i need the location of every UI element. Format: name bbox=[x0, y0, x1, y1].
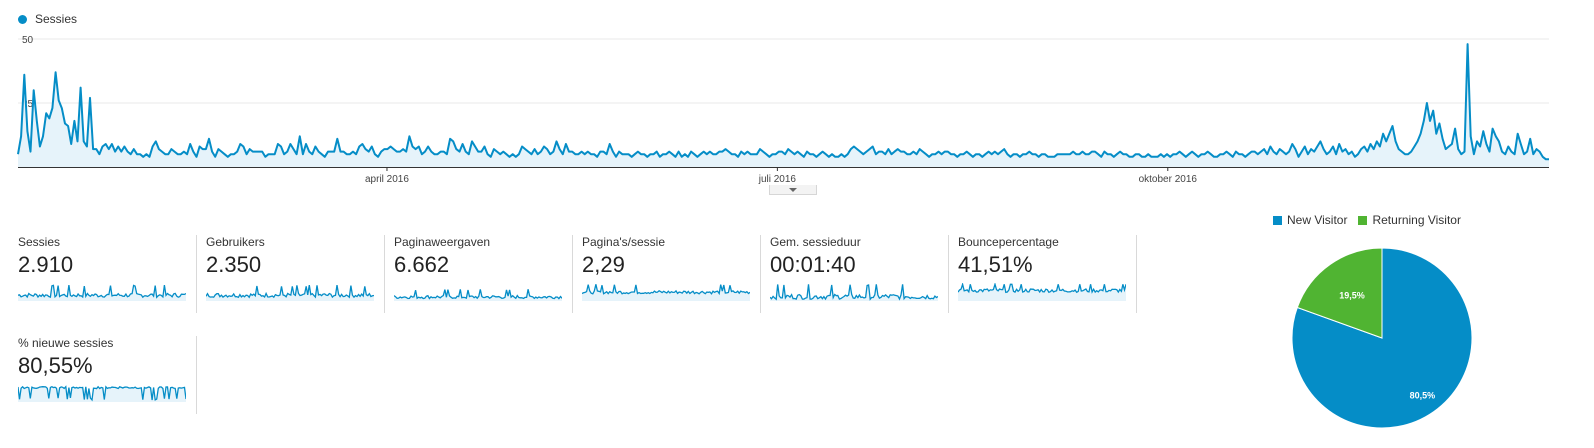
pie-label-new-visitor: 80,5% bbox=[1410, 390, 1436, 400]
metric-paginaweergaven[interactable]: Paginaweergaven 6.662 bbox=[394, 235, 573, 313]
y-tick-label: 50 bbox=[22, 35, 34, 46]
chart-legend: Sessies bbox=[18, 11, 77, 27]
metric-value: 6.662 bbox=[394, 252, 450, 277]
series-line-sessies[interactable] bbox=[17, 43, 1549, 161]
x-tick-label: juli 2016 bbox=[758, 174, 797, 185]
sparkline-line bbox=[18, 385, 186, 402]
metric-value: 00:01:40 bbox=[770, 252, 856, 277]
metric-sparkline bbox=[18, 284, 186, 301]
metric-sessies[interactable]: Sessies 2.910 bbox=[18, 235, 197, 313]
sparkline-area bbox=[770, 284, 938, 301]
legend-label: Returning Visitor bbox=[1372, 213, 1461, 227]
metric-label: % nieuwe sessies bbox=[18, 336, 114, 350]
metric-gem-sessieduur[interactable]: Gem. sessieduur 00:01:40 bbox=[770, 235, 949, 313]
x-tick-label: oktober 2016 bbox=[1139, 174, 1198, 185]
metric-bouncepercentage[interactable]: Bouncepercentage 41,51% bbox=[958, 235, 1137, 313]
sparkline-line bbox=[770, 284, 938, 301]
chart-collapse-button[interactable] bbox=[769, 185, 817, 195]
series-area bbox=[18, 44, 1549, 167]
legend-label: New Visitor bbox=[1287, 213, 1348, 227]
pie-legend-item-returning-visitor[interactable]: Returning Visitor bbox=[1358, 213, 1461, 227]
sparkline-line bbox=[394, 289, 562, 300]
metric-value: 80,55% bbox=[18, 353, 93, 378]
metric-label: Gebruikers bbox=[206, 235, 265, 249]
sparkline-area bbox=[958, 284, 1126, 301]
sessions-line-chart[interactable]: 50 25 april 2016 juli 2016 oktober 2016 bbox=[0, 28, 1594, 186]
sparkline-area bbox=[18, 386, 186, 402]
metric-sparkline bbox=[582, 284, 750, 301]
legend-dot bbox=[18, 14, 27, 24]
metric-label: Sessies bbox=[18, 235, 61, 249]
pie-legend-item-new-visitor[interactable]: New Visitor bbox=[1273, 213, 1347, 227]
sparkline-area bbox=[394, 289, 562, 301]
metric-nieuwe-sessies[interactable]: % nieuwe sessies 80,55% bbox=[18, 336, 197, 414]
sparkline-line bbox=[206, 284, 374, 299]
pie-slice-returning-visitor[interactable] bbox=[1296, 247, 1383, 339]
legend-label: Sessies bbox=[35, 12, 78, 26]
metric-sparkline bbox=[18, 385, 186, 402]
metric-value: 41,51% bbox=[958, 252, 1033, 277]
metric-label: Gem. sessieduur bbox=[770, 235, 861, 249]
legend-swatch bbox=[1273, 215, 1282, 225]
metric-value: 2,29 bbox=[582, 252, 625, 277]
pie-legend: New Visitor Returning Visitor bbox=[1273, 213, 1472, 227]
pie-label-returning-visitor: 19,5% bbox=[1339, 290, 1365, 300]
legend-swatch bbox=[1358, 215, 1368, 225]
sparkline-line bbox=[18, 284, 186, 299]
metric-sparkline bbox=[206, 284, 374, 301]
metric-sparkline bbox=[770, 284, 938, 301]
visitor-type-pie-chart[interactable]: 80,5% 19,5% bbox=[1290, 246, 1476, 432]
metric-paginas-per-sessie[interactable]: Pagina's/sessie 2,29 bbox=[582, 235, 761, 313]
metric-sparkline bbox=[958, 283, 1126, 301]
x-tick-label: april 2016 bbox=[365, 174, 409, 185]
metric-label: Bouncepercentage bbox=[958, 235, 1059, 249]
y-tick-label: 25 bbox=[22, 99, 34, 110]
metric-value: 2.350 bbox=[206, 252, 262, 277]
sparkline-line bbox=[958, 283, 1126, 294]
metric-label: Pagina's/sessie bbox=[582, 235, 666, 249]
chevron-down-icon bbox=[789, 187, 797, 192]
sparkline-area bbox=[18, 285, 186, 301]
sparkline-line bbox=[582, 284, 750, 296]
metric-sparkline bbox=[394, 289, 562, 301]
metric-gebruikers[interactable]: Gebruikers 2.350 bbox=[206, 235, 385, 313]
sparkline-area bbox=[206, 285, 374, 301]
metric-value: 2.910 bbox=[18, 252, 74, 277]
metric-label: Paginaweergaven bbox=[394, 235, 491, 249]
